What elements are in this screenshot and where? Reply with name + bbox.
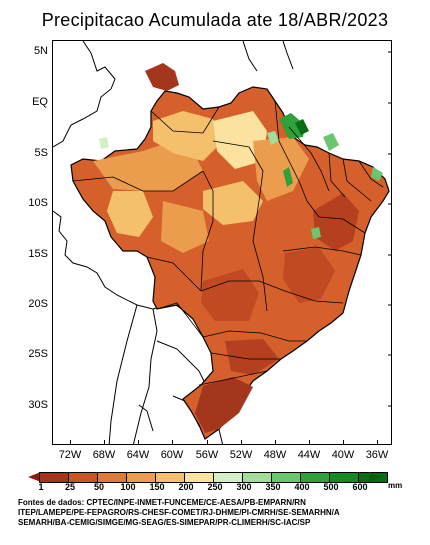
colorbar-max-arrow (369, 472, 382, 482)
map-title: Precipitacao Acumulada ate 18/ABR/2023 (41, 10, 389, 30)
colorbar-label: 400 (294, 482, 310, 492)
lon-tick (309, 440, 310, 445)
lon-label-44w: 44W (297, 449, 321, 461)
lat-label-eq: EQ (32, 96, 48, 108)
lon-label-40w: 40W (331, 449, 355, 461)
lon-label-64w: 64W (126, 449, 150, 461)
lon-tick (241, 440, 242, 445)
lon-tick (343, 440, 344, 445)
colorbar-unit: mm (388, 481, 403, 490)
lon-label-52w: 52W (229, 449, 253, 461)
colorbar (39, 472, 388, 483)
colorbar-label: 300 (236, 482, 252, 492)
lat-label-10s: 10S (28, 197, 48, 209)
colorbar-label: 250 (207, 482, 223, 492)
lon-tick (275, 440, 276, 445)
lon-tick (207, 440, 208, 445)
colorbar-label: 150 (149, 482, 165, 492)
lon-tick (104, 440, 105, 445)
lon-label-36w: 36W (365, 449, 389, 461)
data-sources: Fontes de dados: CPTEC/INPE-INMET-FUNCEM… (18, 498, 430, 528)
lon-tick (138, 440, 139, 445)
lon-label-72w: 72W (58, 449, 82, 461)
sources-line: Fontes de dados: CPTEC/INPE-INMET-FUNCEM… (18, 498, 306, 507)
colorbar-label: 500 (323, 482, 339, 492)
colorbar-label: 25 (64, 482, 75, 492)
lat-label-15s: 15S (28, 248, 48, 260)
lat-label-5s: 5S (34, 147, 48, 159)
colorbar-label: 50 (93, 482, 104, 492)
state-borders (72, 100, 384, 386)
colorbar-label: 350 (265, 482, 281, 492)
lon-label-56w: 56W (195, 449, 219, 461)
lon-tick (377, 440, 378, 445)
colorbar-label: 100 (120, 482, 136, 492)
colorbar-min-arrow (28, 472, 41, 482)
colorbar-label: 600 (352, 482, 368, 492)
lon-label-68w: 68W (92, 449, 116, 461)
lat-label-5n: 5N (33, 45, 48, 57)
map-drawing (53, 41, 391, 444)
lat-label-20s: 20S (28, 298, 48, 310)
lat-label-30s: 30S (28, 399, 48, 411)
precipitation-field (70, 63, 390, 440)
colorbar-label: 200 (178, 482, 194, 492)
lat-label-25s: 25S (28, 348, 48, 360)
precipitation-map (52, 40, 392, 445)
lon-label-60w: 60W (160, 449, 184, 461)
colorbar-label: 1 (38, 482, 44, 492)
sources-line: SEMARH/BA-CEMIG/SIMGE/MG-SEAG/ES-SIMEPAR… (18, 518, 311, 527)
lon-tick (70, 440, 71, 445)
sources-line: ITEP/LAMEPE/PE-FEPAGRO/RS-CHESF-COMET/RJ… (18, 508, 340, 517)
lon-label-48w: 48W (263, 449, 287, 461)
lon-tick (172, 440, 173, 445)
